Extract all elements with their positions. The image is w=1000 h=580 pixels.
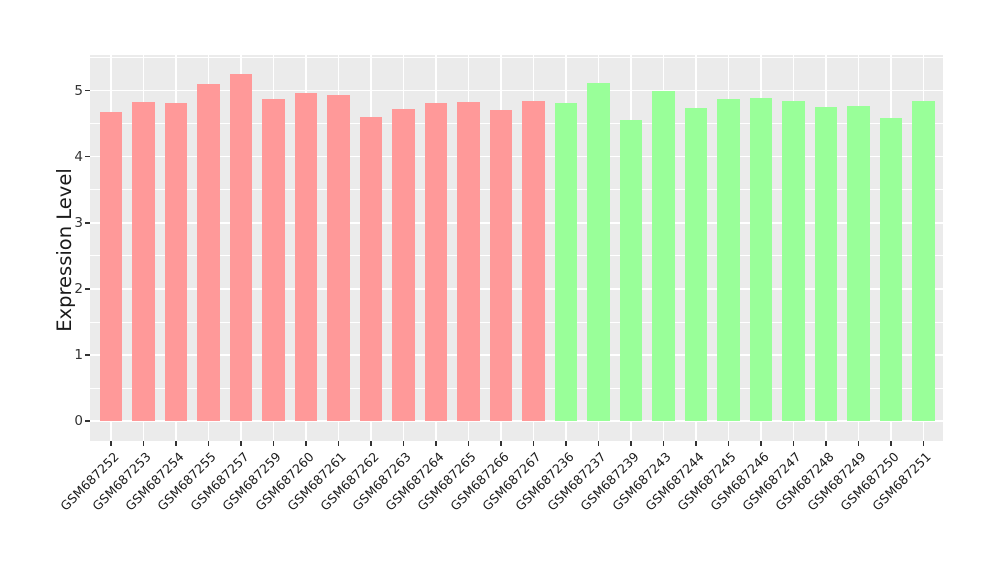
x-tick-mark (110, 441, 112, 446)
bar-GSM687243 (652, 90, 675, 421)
y-tick-label: 4 (74, 148, 83, 165)
gridline-major (90, 90, 943, 92)
bar-GSM687255 (197, 84, 220, 421)
x-tick-mark (825, 441, 827, 446)
gridline-minor (90, 57, 943, 59)
bar-GSM687244 (684, 107, 708, 421)
gridline-minor (90, 255, 943, 257)
x-tick-mark (695, 441, 697, 446)
bar-GSM687251 (912, 100, 935, 421)
y-tick-mark (85, 156, 90, 158)
plot-panel (90, 55, 943, 441)
x-tick-mark (922, 441, 925, 446)
x-tick-mark (760, 441, 762, 446)
bar-GSM687236 (554, 102, 578, 421)
y-tick-label: 2 (74, 280, 83, 297)
x-tick-mark (792, 441, 795, 446)
x-tick-mark (142, 441, 145, 446)
bar-GSM687245 (717, 99, 740, 421)
bar-GSM687252 (99, 112, 123, 421)
bar-GSM687266 (489, 109, 513, 421)
bar-GSM687263 (392, 109, 415, 421)
gridline-major (90, 354, 943, 356)
bar-GSM687250 (879, 118, 903, 421)
x-tick-mark (207, 441, 210, 446)
y-tick-label: 5 (74, 82, 83, 99)
x-tick-mark (500, 441, 502, 446)
gridline-minor (90, 321, 943, 323)
bar-GSM687249 (847, 105, 870, 421)
bar-GSM687248 (814, 107, 838, 421)
gridline-major (90, 222, 943, 224)
bar-GSM687237 (587, 83, 610, 421)
bar-GSM687246 (749, 97, 773, 421)
x-tick-mark (175, 441, 177, 446)
x-tick-mark (435, 441, 437, 446)
x-tick-mark (337, 441, 340, 446)
y-tick-label: 0 (74, 413, 83, 429)
x-tick-mark (630, 441, 632, 446)
y-tick-label: 3 (74, 214, 83, 231)
y-axis-title: Expression Level (53, 168, 76, 332)
x-tick-mark (565, 441, 567, 446)
x-tick-mark (370, 441, 372, 446)
y-tick-mark (85, 222, 90, 224)
x-tick-mark (857, 441, 860, 446)
bar-GSM687247 (782, 100, 805, 421)
bar-GSM687239 (619, 120, 643, 421)
x-tick-mark (467, 441, 470, 446)
y-tick-label: 1 (74, 346, 83, 363)
bar-GSM687267 (522, 101, 545, 421)
y-tick-mark (85, 90, 90, 92)
gridline-minor (90, 387, 943, 389)
bar-GSM687254 (164, 102, 188, 421)
bar-GSM687264 (424, 103, 448, 421)
x-tick-mark (305, 441, 307, 446)
gridline-major (90, 288, 943, 290)
x-tick-mark (597, 441, 600, 446)
x-tick-mark (532, 441, 535, 446)
bar-GSM687257 (229, 74, 253, 421)
x-tick-mark (727, 441, 730, 446)
x-tick-mark (240, 441, 242, 446)
bar-GSM687253 (132, 101, 155, 421)
x-tick-mark (272, 441, 275, 446)
gridline-major (90, 156, 943, 158)
y-tick-mark (85, 420, 90, 422)
y-tick-mark (85, 288, 90, 290)
bar-GSM687259 (262, 99, 285, 421)
x-tick-mark (402, 441, 405, 446)
x-tick-mark (662, 441, 665, 446)
y-tick-mark (85, 354, 90, 356)
bar-GSM687260 (294, 92, 318, 421)
gridline-minor (90, 123, 943, 125)
bar-GSM687262 (359, 117, 383, 421)
x-tick-mark (890, 441, 892, 446)
gridline-major (90, 420, 943, 422)
gridline-minor (90, 189, 943, 191)
bar-GSM687265 (457, 101, 480, 421)
bar-GSM687261 (327, 94, 350, 421)
